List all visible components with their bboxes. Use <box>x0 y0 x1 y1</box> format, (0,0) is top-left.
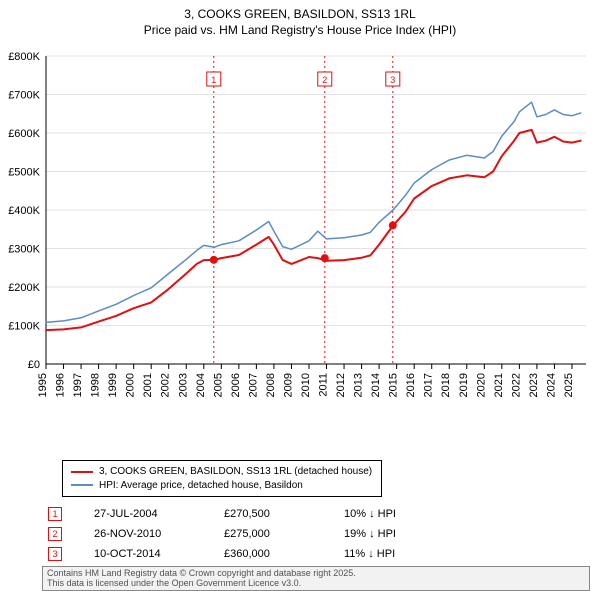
sales-table: 1 27-JUL-2004 £270,500 10% ↓ HPI 2 26-NO… <box>42 504 464 564</box>
svg-text:2022: 2022 <box>510 373 522 397</box>
sale-price: £270,500 <box>224 508 344 520</box>
sale-delta: 10% ↓ HPI <box>344 508 464 520</box>
svg-text:2018: 2018 <box>440 373 452 397</box>
svg-text:2019: 2019 <box>458 373 470 397</box>
sale-badge: 2 <box>48 527 62 541</box>
legend-row-1: 3, COOKS GREEN, BASILDON, SS13 1RL (deta… <box>71 465 373 479</box>
svg-text:2020: 2020 <box>475 373 487 397</box>
page-container: 3, COOKS GREEN, BASILDON, SS13 1RL Price… <box>0 0 600 590</box>
svg-text:£300K: £300K <box>8 244 40 256</box>
svg-text:2006: 2006 <box>230 373 242 397</box>
svg-text:2001: 2001 <box>142 373 154 397</box>
svg-text:2000: 2000 <box>125 373 137 397</box>
svg-text:2021: 2021 <box>493 373 505 397</box>
sale-badge: 3 <box>48 547 62 561</box>
svg-text:£500K: £500K <box>8 167 40 179</box>
sale-delta: 11% ↓ HPI <box>344 548 464 560</box>
svg-text:1995: 1995 <box>37 373 49 397</box>
svg-text:1996: 1996 <box>55 373 67 397</box>
table-row: 1 27-JUL-2004 £270,500 10% ↓ HPI <box>42 504 464 524</box>
title-line-1: 3, COOKS GREEN, BASILDON, SS13 1RL <box>0 6 600 22</box>
title-line-2: Price paid vs. HM Land Registry's House … <box>0 22 600 38</box>
chart-title-block: 3, COOKS GREEN, BASILDON, SS13 1RL Price… <box>0 0 600 38</box>
sale-price: £275,000 <box>224 528 344 540</box>
sale-price: £360,000 <box>224 548 344 560</box>
sale-badge: 1 <box>48 507 62 521</box>
svg-text:2010: 2010 <box>300 373 312 397</box>
svg-text:2005: 2005 <box>212 373 224 397</box>
svg-text:2016: 2016 <box>405 373 417 397</box>
svg-text:2017: 2017 <box>423 373 435 397</box>
svg-text:2007: 2007 <box>247 373 259 397</box>
svg-text:2: 2 <box>322 75 327 85</box>
svg-text:3: 3 <box>390 75 395 85</box>
sale-date: 26-NOV-2010 <box>94 528 224 540</box>
svg-text:1998: 1998 <box>90 373 102 397</box>
svg-text:2002: 2002 <box>160 373 172 397</box>
svg-text:£100K: £100K <box>8 321 40 333</box>
svg-text:£200K: £200K <box>8 282 40 294</box>
legend-swatch-2 <box>71 484 93 486</box>
legend-row-2: HPI: Average price, detached house, Basi… <box>71 479 373 493</box>
sale-delta: 19% ↓ HPI <box>344 528 464 540</box>
chart-area: £0£100K£200K£300K£400K£500K£600K£700K£80… <box>42 50 590 418</box>
table-row: 2 26-NOV-2010 £275,000 19% ↓ HPI <box>42 524 464 544</box>
sale-date: 27-JUL-2004 <box>94 508 224 520</box>
svg-text:£400K: £400K <box>8 205 40 217</box>
svg-text:£800K: £800K <box>8 51 40 63</box>
chart-svg: £0£100K£200K£300K£400K£500K£600K£700K£80… <box>42 50 590 418</box>
svg-text:2011: 2011 <box>318 373 330 397</box>
legend-label-1: 3, COOKS GREEN, BASILDON, SS13 1RL (deta… <box>99 465 372 479</box>
sale-date: 10-OCT-2014 <box>94 548 224 560</box>
legend-swatch-1 <box>71 471 93 473</box>
legend-box: 3, COOKS GREEN, BASILDON, SS13 1RL (deta… <box>62 460 382 497</box>
svg-text:2012: 2012 <box>335 373 347 397</box>
svg-text:1: 1 <box>211 75 216 85</box>
svg-text:£700K: £700K <box>8 90 40 102</box>
attribution-footer: Contains HM Land Registry data © Crown c… <box>42 566 590 591</box>
svg-text:1997: 1997 <box>72 373 84 397</box>
svg-text:2023: 2023 <box>528 373 540 397</box>
svg-text:£0: £0 <box>28 359 40 371</box>
table-row: 3 10-OCT-2014 £360,000 11% ↓ HPI <box>42 544 464 564</box>
svg-text:2024: 2024 <box>545 373 557 397</box>
svg-text:2008: 2008 <box>265 373 277 397</box>
svg-text:2014: 2014 <box>370 373 382 397</box>
svg-text:2015: 2015 <box>388 373 400 397</box>
legend-label-2: HPI: Average price, detached house, Basi… <box>99 479 303 493</box>
svg-text:1999: 1999 <box>107 373 119 397</box>
footer-line-2: This data is licensed under the Open Gov… <box>47 578 585 588</box>
svg-text:2025: 2025 <box>563 373 575 397</box>
svg-text:2003: 2003 <box>177 373 189 397</box>
svg-text:2009: 2009 <box>282 373 294 397</box>
svg-text:2004: 2004 <box>195 373 207 397</box>
svg-text:£600K: £600K <box>8 128 40 140</box>
footer-line-1: Contains HM Land Registry data © Crown c… <box>47 568 585 578</box>
svg-text:2013: 2013 <box>353 373 365 397</box>
